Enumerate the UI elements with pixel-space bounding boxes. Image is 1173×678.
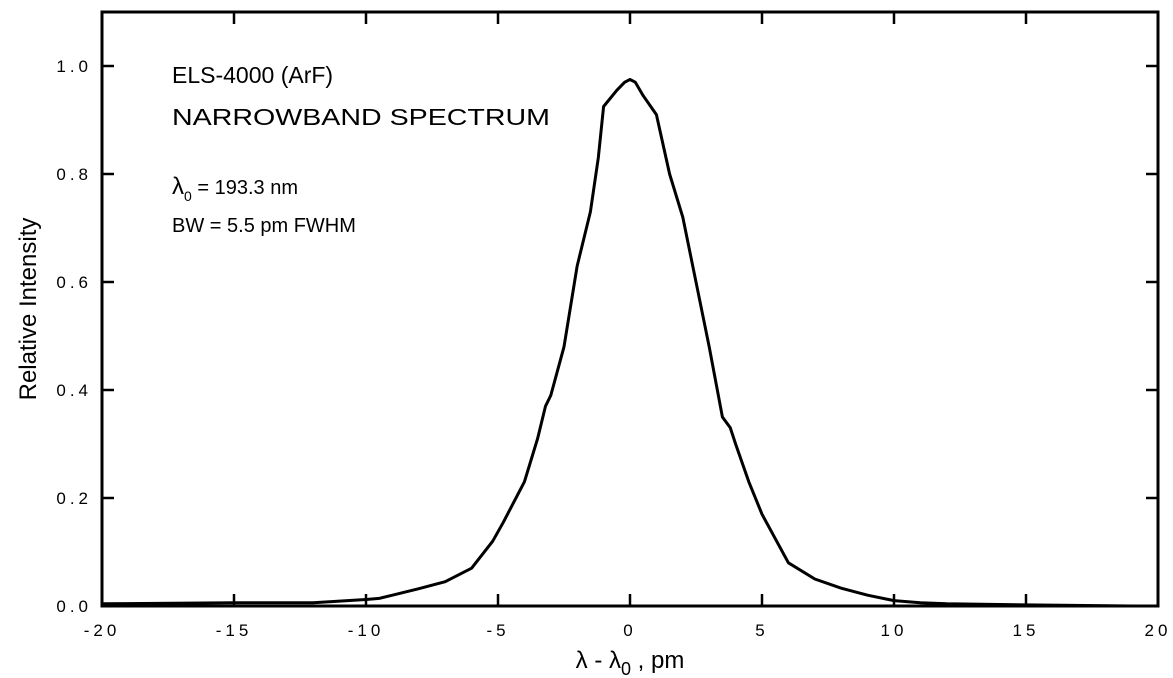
y-tick-label: 0.6 (56, 273, 92, 292)
annotation-wavelength-value: = 193.3 nm (192, 177, 298, 199)
x-axis-title-suffix: , pm (631, 647, 684, 674)
annotation-spectrum-type: NARROWBAND SPECTRUM (172, 104, 550, 130)
annotation-center-wavelength: λ0 = 193.3 nm (172, 173, 298, 204)
axis-tick-labels: -20 -15 -10 -5 0 5 10 15 20 0.0 0.2 0.4 0.6 0.8 1.0 (56, 57, 1172, 640)
x-tick-label: 15 (1013, 621, 1040, 640)
x-axis-title-base: λ - λ (576, 647, 621, 674)
x-tick-label: 20 (1145, 621, 1172, 640)
annotation-block: ELS-4000 (ArF) NARROWBAND SPECTRUM λ0 = … (172, 62, 550, 237)
y-tick-label: 0.4 (56, 381, 92, 400)
y-axis-title: Relative Intensity (15, 218, 42, 401)
annotation-instrument: ELS-4000 (ArF) (172, 62, 333, 88)
x-tick-label: 5 (755, 621, 768, 640)
axis-ticks (100, 12, 1160, 608)
plot-frame (100, 10, 1160, 608)
annotation-lambda-symbol: λ (172, 173, 184, 200)
x-axis-title-subscript: 0 (621, 659, 631, 678)
x-tick-label: -15 (216, 621, 253, 640)
y-tick-label: 1.0 (56, 57, 92, 76)
spectrum-curve (101, 78, 1158, 608)
y-tick-label: 0.2 (56, 489, 92, 508)
annotation-lambda-subscript: 0 (184, 188, 192, 204)
y-tick-label: 0.0 (56, 597, 92, 616)
x-tick-label: -5 (486, 621, 509, 640)
x-tick-label: 10 (881, 621, 908, 640)
x-tick-label: -20 (84, 621, 121, 640)
y-tick-label: 0.8 (56, 165, 92, 184)
x-axis-title: λ - λ0 , pm (576, 647, 685, 678)
x-tick-label: 0 (623, 621, 636, 640)
plot-border (100, 10, 1160, 608)
x-tick-label: -10 (348, 621, 385, 640)
annotation-bandwidth: BW = 5.5 pm FWHM (172, 215, 356, 237)
